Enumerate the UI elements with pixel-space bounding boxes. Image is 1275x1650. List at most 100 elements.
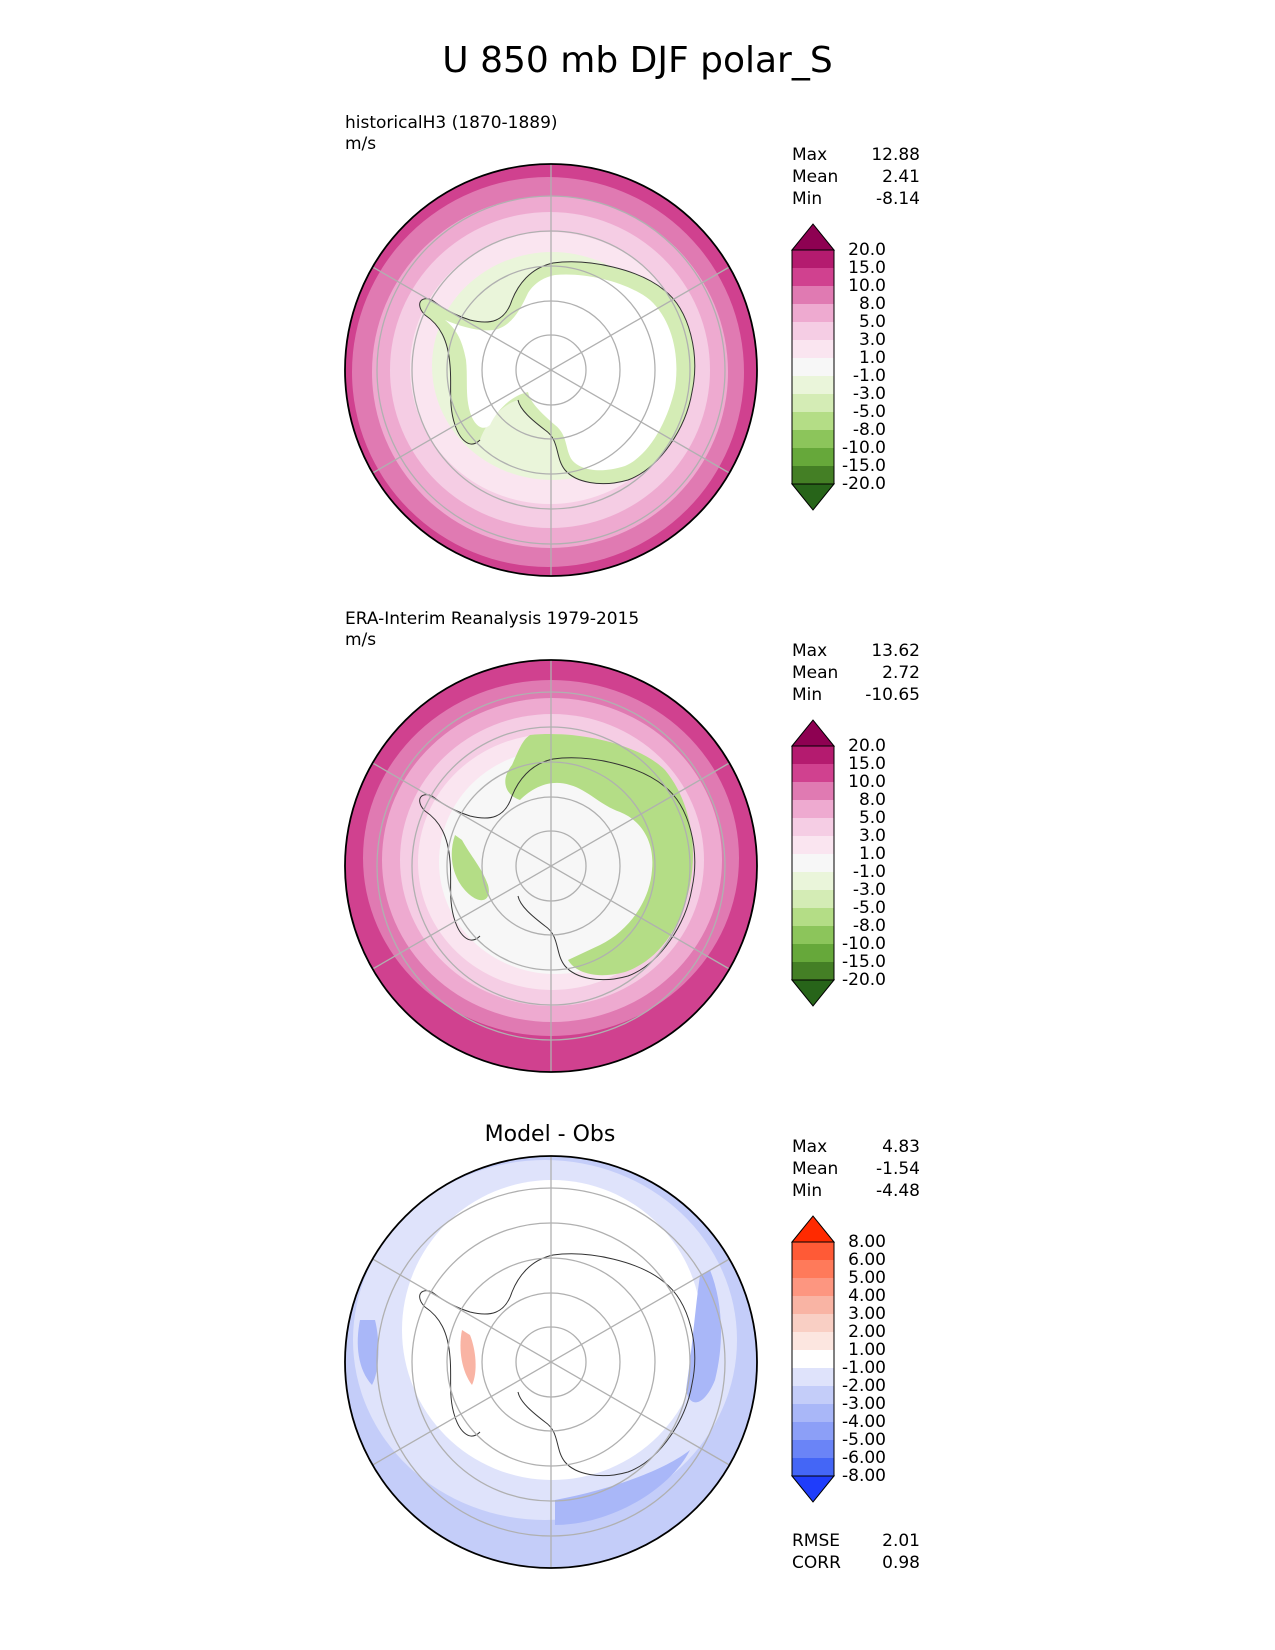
colorbar-segment	[792, 304, 834, 322]
colorbar-segment	[792, 466, 834, 484]
colorbar-tick-label: -2.00	[842, 1376, 886, 1396]
colorbar-tick-label: -15.0	[842, 456, 886, 476]
corr-value: 0.98	[882, 1553, 920, 1573]
green-region	[505, 734, 693, 976]
colorbar-tick-label: -5.0	[852, 402, 886, 422]
colorbar-tick-label: -5.00	[842, 1430, 886, 1450]
band-neg1	[402, 1180, 702, 1480]
panel1-title: historicalH3 (1870-1889) m/s	[345, 113, 558, 155]
stat-max-value: 4.83	[882, 1137, 920, 1157]
colorbar-extend-max	[790, 1215, 836, 1243]
colorbar-tick-label: -3.00	[842, 1394, 886, 1414]
colorbar-segment	[792, 1242, 834, 1260]
colorbar-segment	[792, 782, 834, 800]
colorbar-segment	[792, 1350, 834, 1368]
colorbar-segment	[792, 250, 834, 268]
colorbar-segment	[792, 1368, 834, 1386]
colorbar-extend-min	[790, 1475, 836, 1503]
rmse-value: 2.01	[882, 1531, 920, 1551]
colorbar-segment	[792, 286, 834, 304]
panel1-stats: Max 12.88 Mean 2.41 Min -8.14	[792, 144, 920, 210]
colorbar-segment	[792, 376, 834, 394]
colorbar-tick-label: 10.0	[848, 772, 886, 792]
colorbar-segment	[792, 1404, 834, 1422]
rmse-label: RMSE	[792, 1531, 841, 1551]
green-region-west	[451, 835, 489, 901]
colorbar-tick-label: 15.0	[848, 754, 886, 774]
colorbar-tick-label: 6.00	[848, 1250, 886, 1270]
map-panel-3	[345, 1156, 757, 1568]
colorbar-segment	[792, 1332, 834, 1350]
colorbar-tick-label: -1.00	[842, 1358, 886, 1378]
panel2-stats: Max 13.62 Mean 2.72 Min -10.65	[792, 640, 920, 706]
stat-min-value: -4.48	[876, 1181, 920, 1201]
colorbar-tick-label: 4.00	[848, 1286, 886, 1306]
colorbar-tick-labels-3: 8.00 6.00 5.00 4.00 3.00 2.00 1.00 -1.00 -2.00 -3…	[830, 0, 886, 1650]
colorbar-segment	[792, 1440, 834, 1458]
grid-3	[372, 1156, 730, 1568]
colorbar-tick-label: -20.0	[842, 970, 886, 990]
colorbar-tick-label: 1.00	[848, 1340, 886, 1360]
colorbar-segment	[792, 1314, 834, 1332]
colorbar-tick-label: -8.0	[852, 916, 886, 936]
map-panel-1	[345, 164, 757, 576]
colorbar-tick-label: 2.00	[848, 1322, 886, 1342]
colorbar-tick-label: 3.0	[858, 826, 886, 846]
colorbar-tick-label: 20.0	[848, 240, 886, 260]
colorbar-tick-label: -10.0	[842, 438, 886, 458]
panel3-metrics: RMSE 2.01 CORR 0.98	[792, 1530, 920, 1574]
stat-max-value: 12.88	[871, 145, 920, 165]
stat-min-label: Min	[792, 189, 823, 209]
stat-mean-value: -1.54	[876, 1159, 920, 1179]
colorbar-segment	[792, 926, 834, 944]
colorbar-segment	[792, 1386, 834, 1404]
colorbar-tick-label: 8.0	[858, 294, 886, 314]
map-border-2	[344, 659, 758, 1073]
colorbar-segment	[792, 1422, 834, 1440]
colorbar-segment	[792, 412, 834, 430]
map-panel-2	[345, 660, 757, 1072]
colorbar-tick-label: -3.0	[852, 384, 886, 404]
colorbar-tick-labels-2: 20.0 15.0 10.0 8.0 5.0 3.0 1.0 -1.0 -3.0 -5.0 -8.0…	[830, 0, 886, 1650]
stat-max-value: 13.62	[871, 641, 920, 661]
colorbar-segment	[792, 962, 834, 980]
colorbar-segment	[792, 1278, 834, 1296]
colorbar-segment	[792, 322, 834, 340]
panel1-title-text: historicalH3 (1870-1889)	[345, 113, 558, 133]
stat-min-label: Min	[792, 685, 823, 705]
stat-mean-value: 2.41	[882, 167, 920, 187]
colorbar-tick-label: 10.0	[848, 276, 886, 296]
colorbar-tick-label: -8.00	[842, 1466, 886, 1486]
colorbar-segment	[792, 746, 834, 764]
grid-1	[372, 164, 730, 576]
colorbar-segment	[792, 340, 834, 358]
ice-interior	[445, 274, 677, 471]
colorbar-segment	[792, 1296, 834, 1314]
colorbar-segment	[792, 1260, 834, 1278]
colorbar-segment	[792, 818, 834, 836]
stat-min-value: -10.65	[865, 685, 920, 705]
colorbar-segment	[792, 448, 834, 466]
colorbar-segment	[792, 854, 834, 872]
stat-min-value: -8.14	[876, 189, 920, 209]
colorbar-tick-label: -8.0	[852, 420, 886, 440]
panel2-title: ERA-Interim Reanalysis 1979-2015 m/s	[345, 609, 639, 651]
panel1-units: m/s	[345, 134, 377, 154]
colorbar-segment	[792, 836, 834, 854]
colorbar-tick-label: 8.00	[848, 1232, 886, 1252]
stat-mean-value: 2.72	[882, 663, 920, 683]
colorbar-tick-label: 8.0	[858, 790, 886, 810]
stat-min-label: Min	[792, 1181, 823, 1201]
colorbar-tick-label: -10.0	[842, 934, 886, 954]
colorbar-tick-label: 3.00	[848, 1304, 886, 1324]
negative-west-patch	[357, 1320, 379, 1385]
colorbars	[790, 223, 836, 1503]
colorbar-segment	[792, 764, 834, 782]
corr-label: CORR	[792, 1553, 841, 1573]
colorbar-tick-label: 20.0	[848, 736, 886, 756]
positive-patch	[460, 1330, 476, 1385]
colorbar-tick-label: -4.00	[842, 1412, 886, 1432]
colorbar-extend-min	[790, 483, 836, 511]
colorbar-segment	[792, 872, 834, 890]
